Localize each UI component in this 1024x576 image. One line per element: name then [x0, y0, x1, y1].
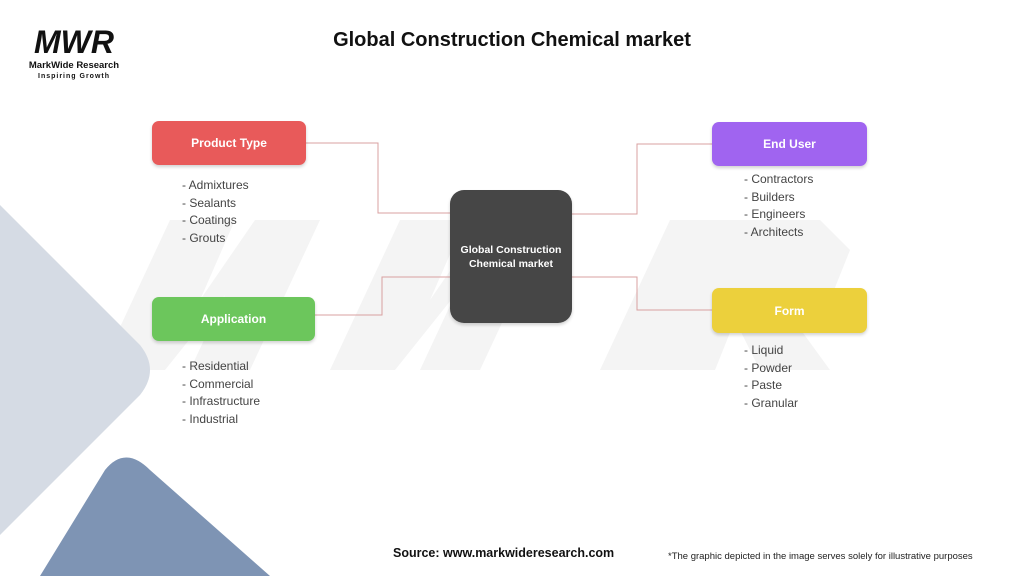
center-node: Global Construction Chemical market — [450, 190, 572, 323]
list-item: - Residential — [182, 359, 249, 373]
list-item: - Liquid — [744, 343, 784, 357]
list-item: - Builders — [744, 189, 795, 204]
list-product-type: - Admixtures - Sealants - Coatings - Gro… — [182, 177, 249, 247]
list-item: - Admixtures — [182, 178, 249, 192]
list-form: - Liquid - Powder - Paste - Granular — [744, 342, 798, 412]
list-item: - Sealants — [182, 195, 237, 210]
list-application: - Residential - Commercial - Infrastruct… — [182, 358, 260, 428]
list-end-user: - Contractors - Builders - Engineers - A… — [744, 171, 813, 241]
list-item: - Powder — [744, 360, 793, 375]
node-application: Application — [152, 297, 315, 341]
list-item: - Grouts — [182, 230, 226, 245]
list-item: - Commercial — [182, 376, 254, 391]
connectors — [306, 142, 712, 316]
bg-shape-dark — [40, 457, 270, 576]
list-item: - Paste — [744, 378, 783, 393]
node-end-user: End User — [712, 122, 867, 166]
logo: MWR MarkWide Research Inspiring Growth — [18, 24, 130, 82]
node-form: Form — [712, 288, 867, 333]
bg-shape-light — [0, 205, 150, 535]
source-text: Source: www.markwideresearch.com — [393, 546, 615, 560]
list-item: - Coatings — [182, 213, 237, 228]
disclaimer-text: *The graphic depicted in the image serve… — [668, 551, 973, 562]
list-item: - Industrial — [182, 411, 239, 426]
list-item: - Engineers — [744, 207, 806, 222]
list-item: - Infrastructure — [182, 394, 261, 409]
logo-mark: MWR — [34, 24, 114, 60]
logo-name: MarkWide Research — [28, 60, 120, 71]
page-title: Global Construction Chemical market — [333, 29, 691, 51]
node-product-type: Product Type — [152, 121, 306, 165]
logo-tagline: Inspiring Growth — [38, 73, 110, 80]
list-item: - Architects — [744, 224, 804, 239]
list-item: - Granular — [744, 395, 799, 410]
list-item: - Contractors — [744, 172, 814, 186]
